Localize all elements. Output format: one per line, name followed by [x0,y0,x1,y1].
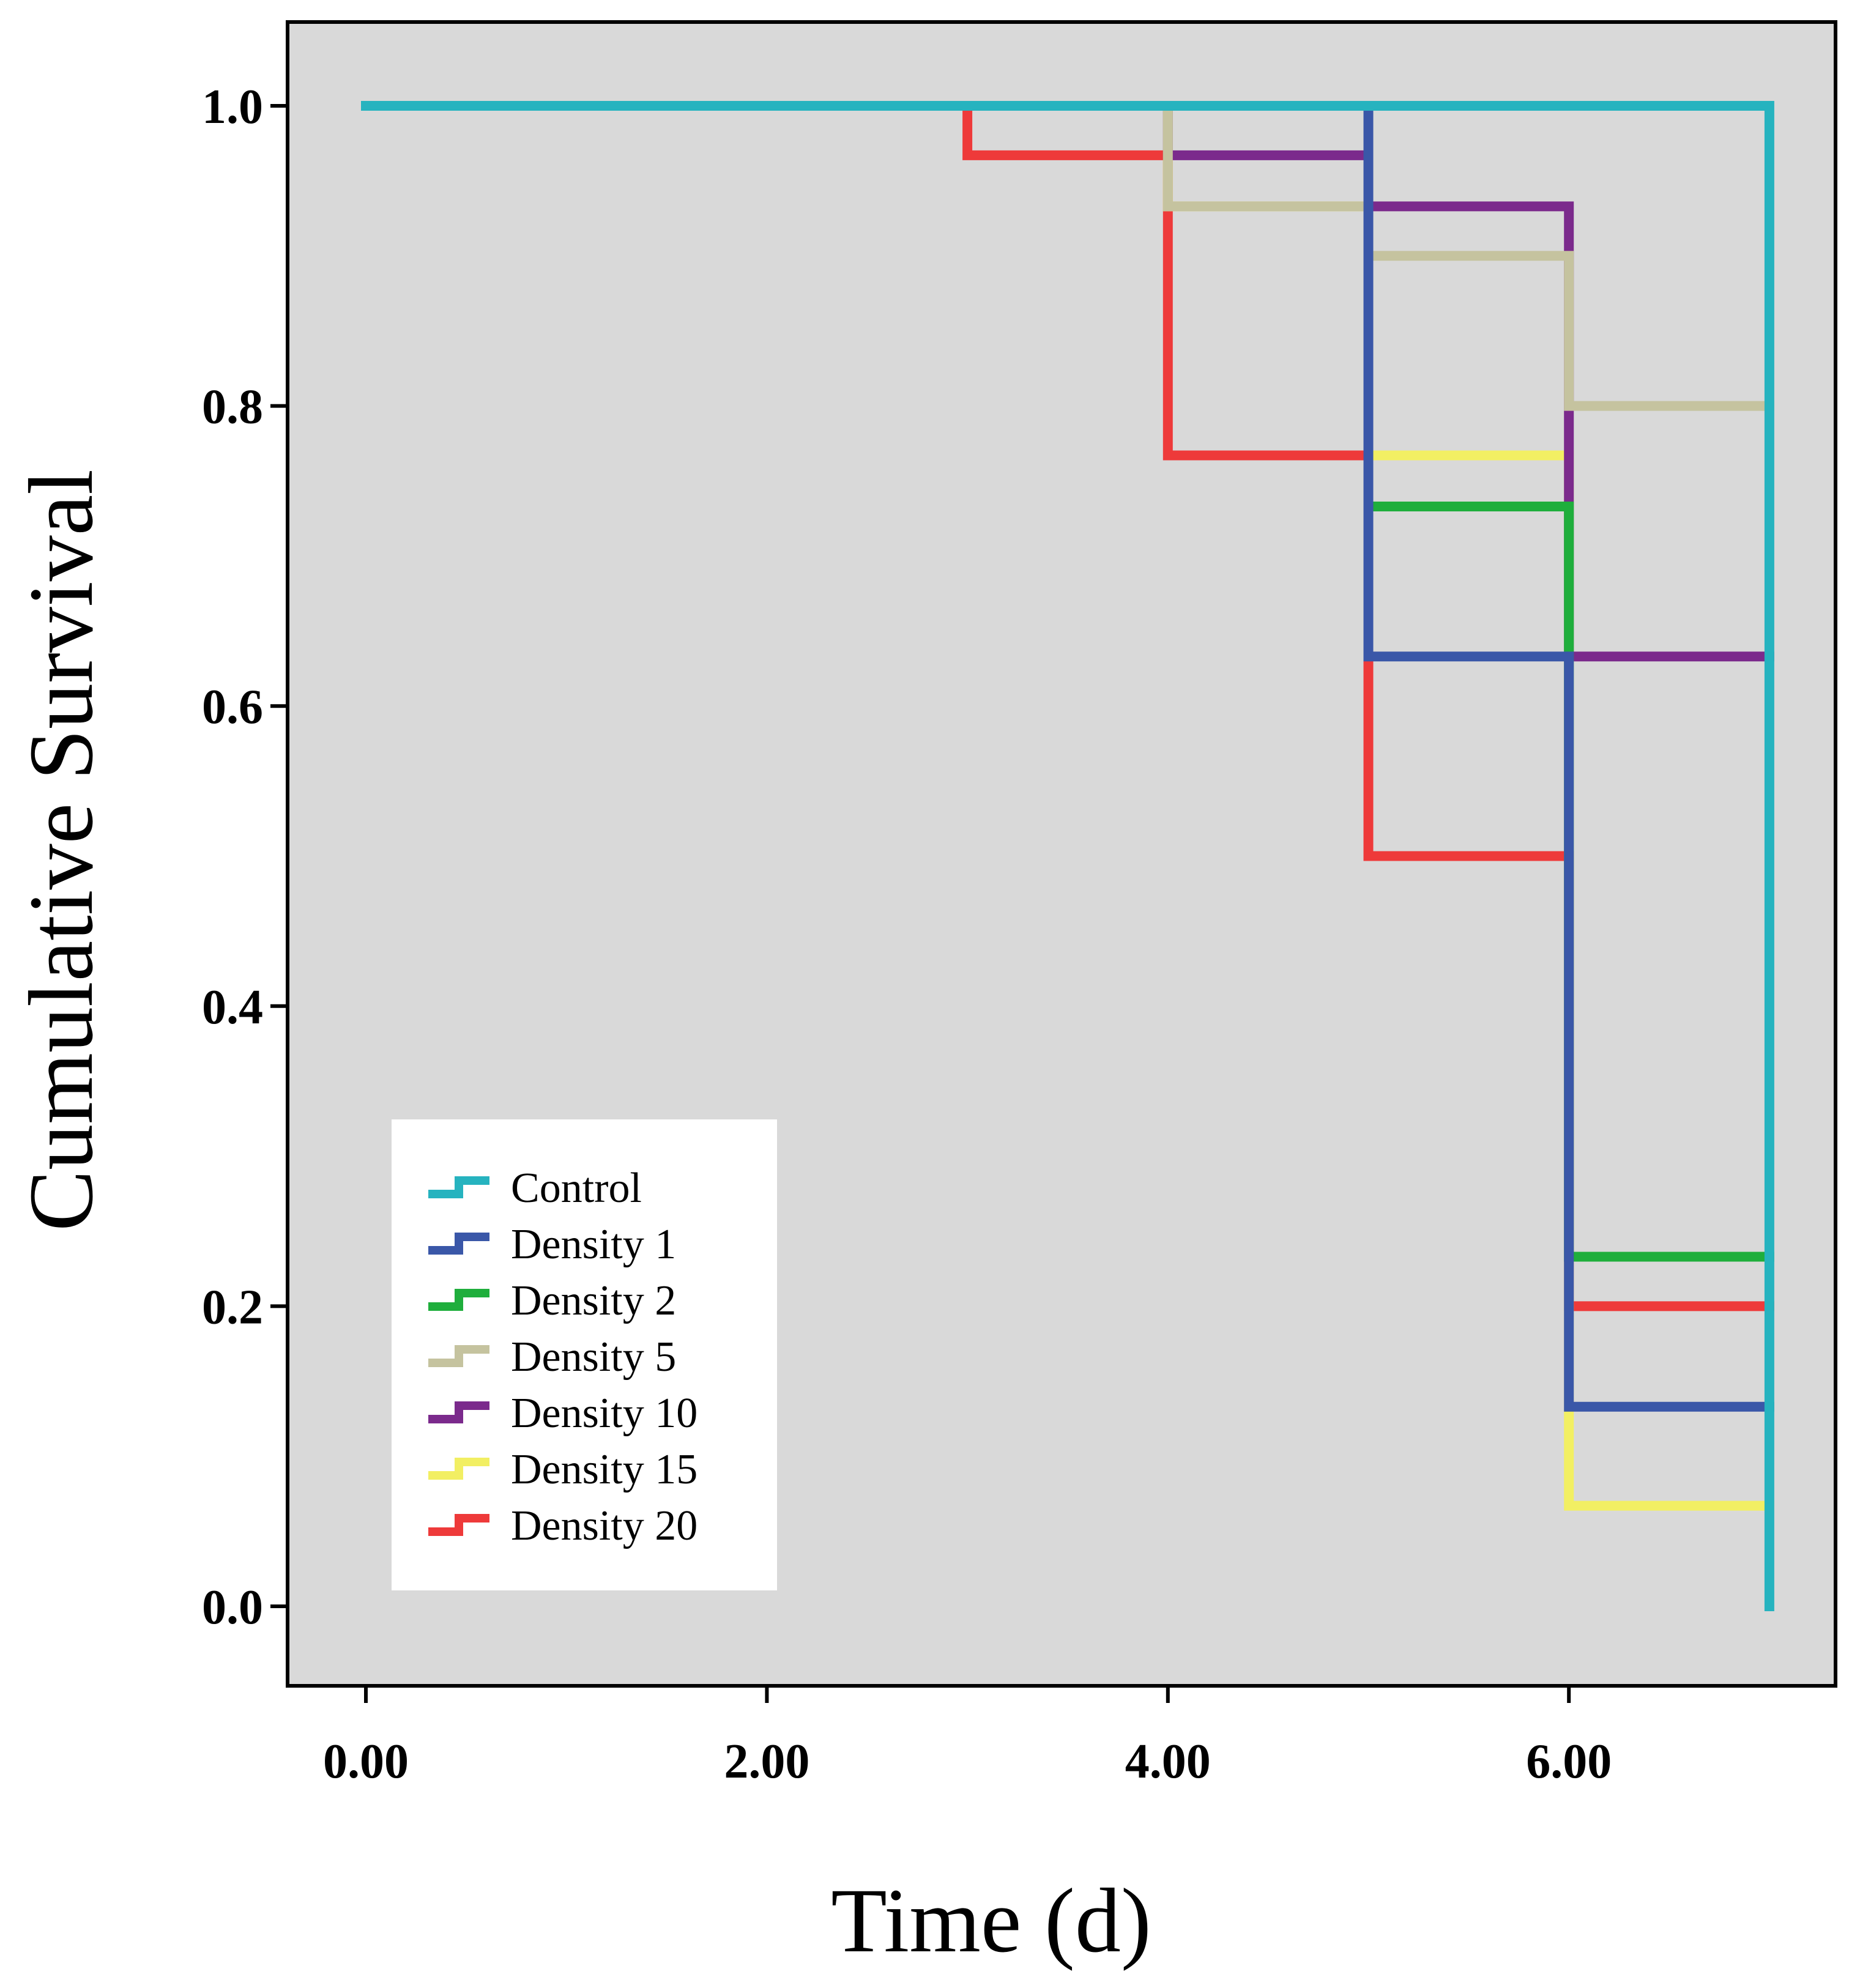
series-layer [361,101,1774,1611]
legend-item: Density 5 [428,1333,676,1381]
legend-swatch [428,1176,489,1198]
y-tick-label: 0.0 [202,1581,263,1634]
y-axis-title: Cumulative Survival [10,469,112,1231]
legend-swatch [428,1514,489,1536]
x-tick-label: 6.00 [1526,1735,1612,1789]
legend-swatch [428,1289,489,1311]
axis-layer: 0.00 2.00 4.00 6.00 0.0 0.2 0.4 0.6 0.8 1.0 [202,80,1612,1789]
legend: Control Density 1 Density 2 Density 5 Densit… [428,1165,698,1549]
legend-swatch [428,1401,489,1423]
x-axis-title: Time (d) [831,1870,1151,1971]
legend-item: Density 15 [428,1446,698,1493]
legend-label: Density 15 [511,1446,698,1493]
legend-label: Density 20 [511,1502,698,1549]
legend-label: Density 2 [511,1277,676,1324]
legend-item: Density 20 [428,1502,698,1549]
legend-item: Density 1 [428,1221,676,1268]
y-tick-label: 0.6 [202,680,263,734]
legend-swatch [428,1233,489,1255]
legend-label: Control [511,1165,642,1212]
legend-label: Density 10 [511,1390,698,1437]
y-tick-label: 0.2 [202,1280,263,1334]
x-tick-label: 0.00 [323,1735,409,1789]
legend-item: Control [428,1165,642,1212]
legend-item: Density 2 [428,1277,676,1324]
x-tick-label: 2.00 [724,1735,809,1789]
x-tick-label: 4.00 [1125,1735,1211,1789]
series-line-control [361,101,1774,1611]
y-tick-label: 1.0 [202,80,263,134]
legend-item: Density 10 [428,1390,698,1437]
y-tick-label: 0.4 [202,981,263,1034]
legend-label: Density 5 [511,1333,676,1381]
y-tick-label: 0.8 [202,380,263,434]
legend-label: Density 1 [511,1221,676,1268]
legend-swatch [428,1458,489,1480]
legend-swatch [428,1345,489,1367]
